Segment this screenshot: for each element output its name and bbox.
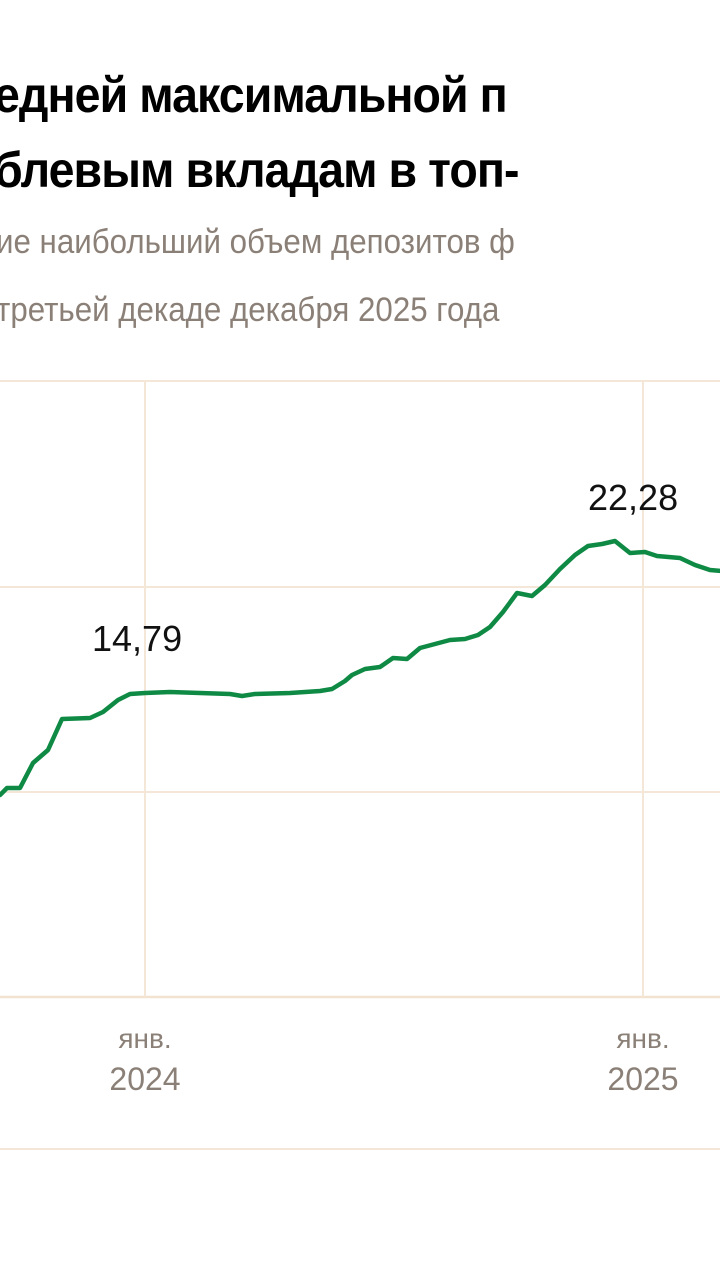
chart-title-line-1: едней максимальной п: [0, 67, 508, 123]
chart-subtitle-line-1: ие наибольший объем депозитов ф: [0, 223, 515, 261]
x-tick-jan-2024: янв. 2024: [85, 1022, 205, 1102]
grid: [0, 380, 720, 999]
x-tick-jan-2025: янв. 2025: [583, 1022, 703, 1102]
x-tick-month: янв.: [118, 1023, 172, 1054]
x-tick-month: янв.: [616, 1023, 670, 1054]
bottom-divider: [0, 1148, 720, 1150]
chart-subtitle-line-2: третьей декаде декабря 2025 года: [0, 291, 500, 329]
chart-title: едней максимальной п блевым вкладам в то…: [0, 58, 520, 208]
x-tick-year: 2025: [607, 1061, 679, 1097]
rate-series-line: [0, 538, 720, 798]
chart-subtitle: ие наибольший объем депозитов ф третьей …: [0, 208, 515, 344]
annotation-14-79: 14,79: [92, 618, 183, 659]
annotation-22-28: 22,28: [588, 477, 679, 518]
chart-title-line-2: блевым вкладам в топ-: [0, 142, 520, 198]
x-tick-year: 2024: [109, 1061, 181, 1097]
